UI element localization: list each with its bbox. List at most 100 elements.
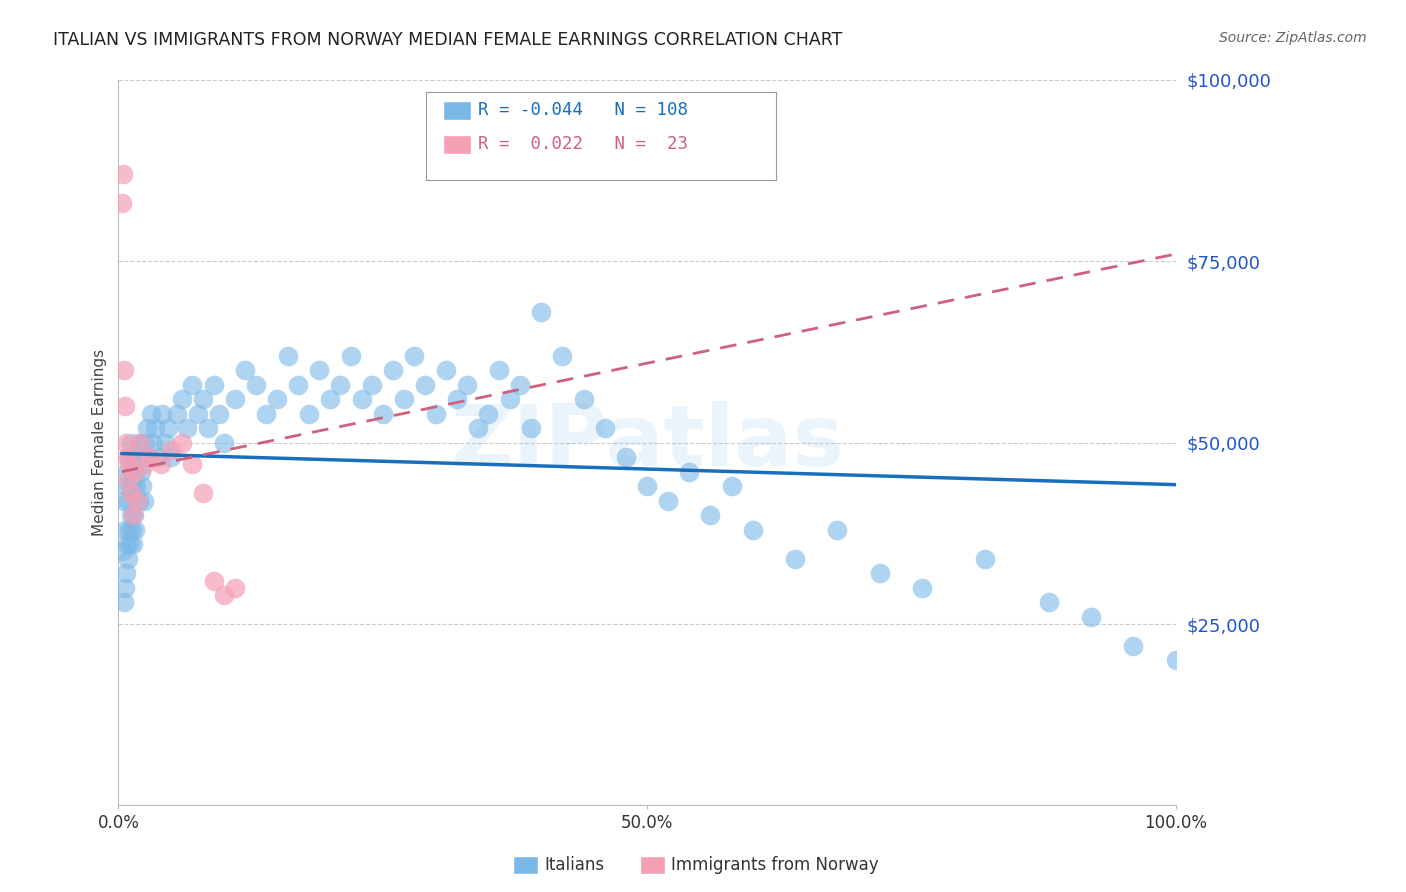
Point (1038, 595, 1060, 609)
Point (110, 196, 132, 211)
Point (181, 458, 204, 472)
Point (456, 377, 478, 392)
Point (593, 421, 616, 435)
Point (124, 465, 146, 479)
Point (141, 407, 163, 421)
Point (111, 167, 134, 181)
Point (254, 407, 277, 421)
Point (114, 581, 136, 595)
Point (134, 435, 156, 450)
Text: ITALIAN VS IMMIGRANTS FROM NORWAY MEDIAN FEMALE EARNINGS CORRELATION CHART: ITALIAN VS IMMIGRANTS FROM NORWAY MEDIAN… (53, 31, 842, 49)
Point (202, 377, 225, 392)
Point (434, 363, 457, 377)
Point (128, 493, 150, 508)
Point (122, 537, 145, 551)
Point (404, 349, 426, 363)
Point (1122, 639, 1144, 653)
Point (371, 407, 394, 421)
Point (139, 450, 162, 465)
Point (115, 450, 138, 465)
Point (118, 450, 141, 465)
Point (1270, 653, 1292, 667)
Point (741, 523, 763, 537)
Point (145, 421, 167, 435)
Point (287, 377, 309, 392)
Point (678, 465, 700, 479)
Point (783, 551, 806, 566)
Point (112, 595, 135, 609)
Point (329, 377, 352, 392)
Point (191, 486, 214, 500)
Point (131, 479, 153, 493)
Point (974, 551, 997, 566)
Point (208, 407, 231, 421)
Point (114, 400, 136, 414)
Point (124, 523, 146, 537)
Point (150, 407, 173, 421)
Point (1080, 609, 1102, 624)
Text: R = -0.044   N = 108: R = -0.044 N = 108 (478, 101, 688, 119)
Point (425, 407, 447, 421)
Point (1164, 653, 1187, 667)
Point (160, 450, 183, 465)
Y-axis label: Median Female Earnings: Median Female Earnings (93, 349, 107, 536)
Point (212, 435, 235, 450)
Point (530, 305, 553, 319)
Point (551, 349, 574, 363)
Point (117, 551, 139, 566)
Point (1206, 653, 1229, 667)
Point (911, 581, 934, 595)
Text: R =  0.022   N =  23: R = 0.022 N = 23 (478, 135, 688, 153)
Point (636, 479, 658, 493)
Point (115, 465, 138, 479)
Point (138, 450, 160, 465)
Point (132, 450, 155, 465)
Point (1227, 682, 1250, 697)
Point (122, 479, 145, 493)
Point (699, 508, 721, 523)
Point (202, 574, 225, 588)
Point (112, 363, 135, 377)
Point (350, 392, 373, 406)
Point (120, 435, 142, 450)
Point (127, 493, 149, 508)
Point (197, 421, 219, 435)
Point (277, 349, 299, 363)
Point (266, 392, 288, 406)
Point (120, 486, 142, 500)
Point (160, 442, 183, 457)
Point (124, 450, 146, 465)
Point (614, 450, 637, 465)
Text: Immigrants from Norway: Immigrants from Norway (671, 856, 879, 874)
Point (657, 493, 679, 508)
Point (308, 363, 330, 377)
Point (127, 450, 149, 465)
Point (572, 392, 595, 406)
Point (120, 479, 142, 493)
Point (148, 450, 170, 465)
Point (519, 421, 541, 435)
Point (1185, 668, 1208, 682)
Point (121, 523, 143, 537)
Point (153, 435, 176, 450)
Point (134, 458, 156, 472)
Point (720, 479, 742, 493)
Point (467, 421, 489, 435)
Point (129, 465, 152, 479)
Point (212, 588, 235, 602)
Point (1249, 668, 1271, 682)
Point (191, 392, 214, 406)
Point (170, 392, 193, 406)
Point (340, 349, 363, 363)
Point (224, 392, 246, 406)
Point (170, 435, 193, 450)
Point (498, 392, 520, 406)
Point (115, 566, 138, 581)
Point (124, 465, 146, 479)
Point (128, 435, 150, 450)
Point (122, 508, 145, 523)
Point (509, 377, 531, 392)
Point (121, 465, 143, 479)
Text: Italians: Italians (544, 856, 605, 874)
Point (319, 392, 342, 406)
